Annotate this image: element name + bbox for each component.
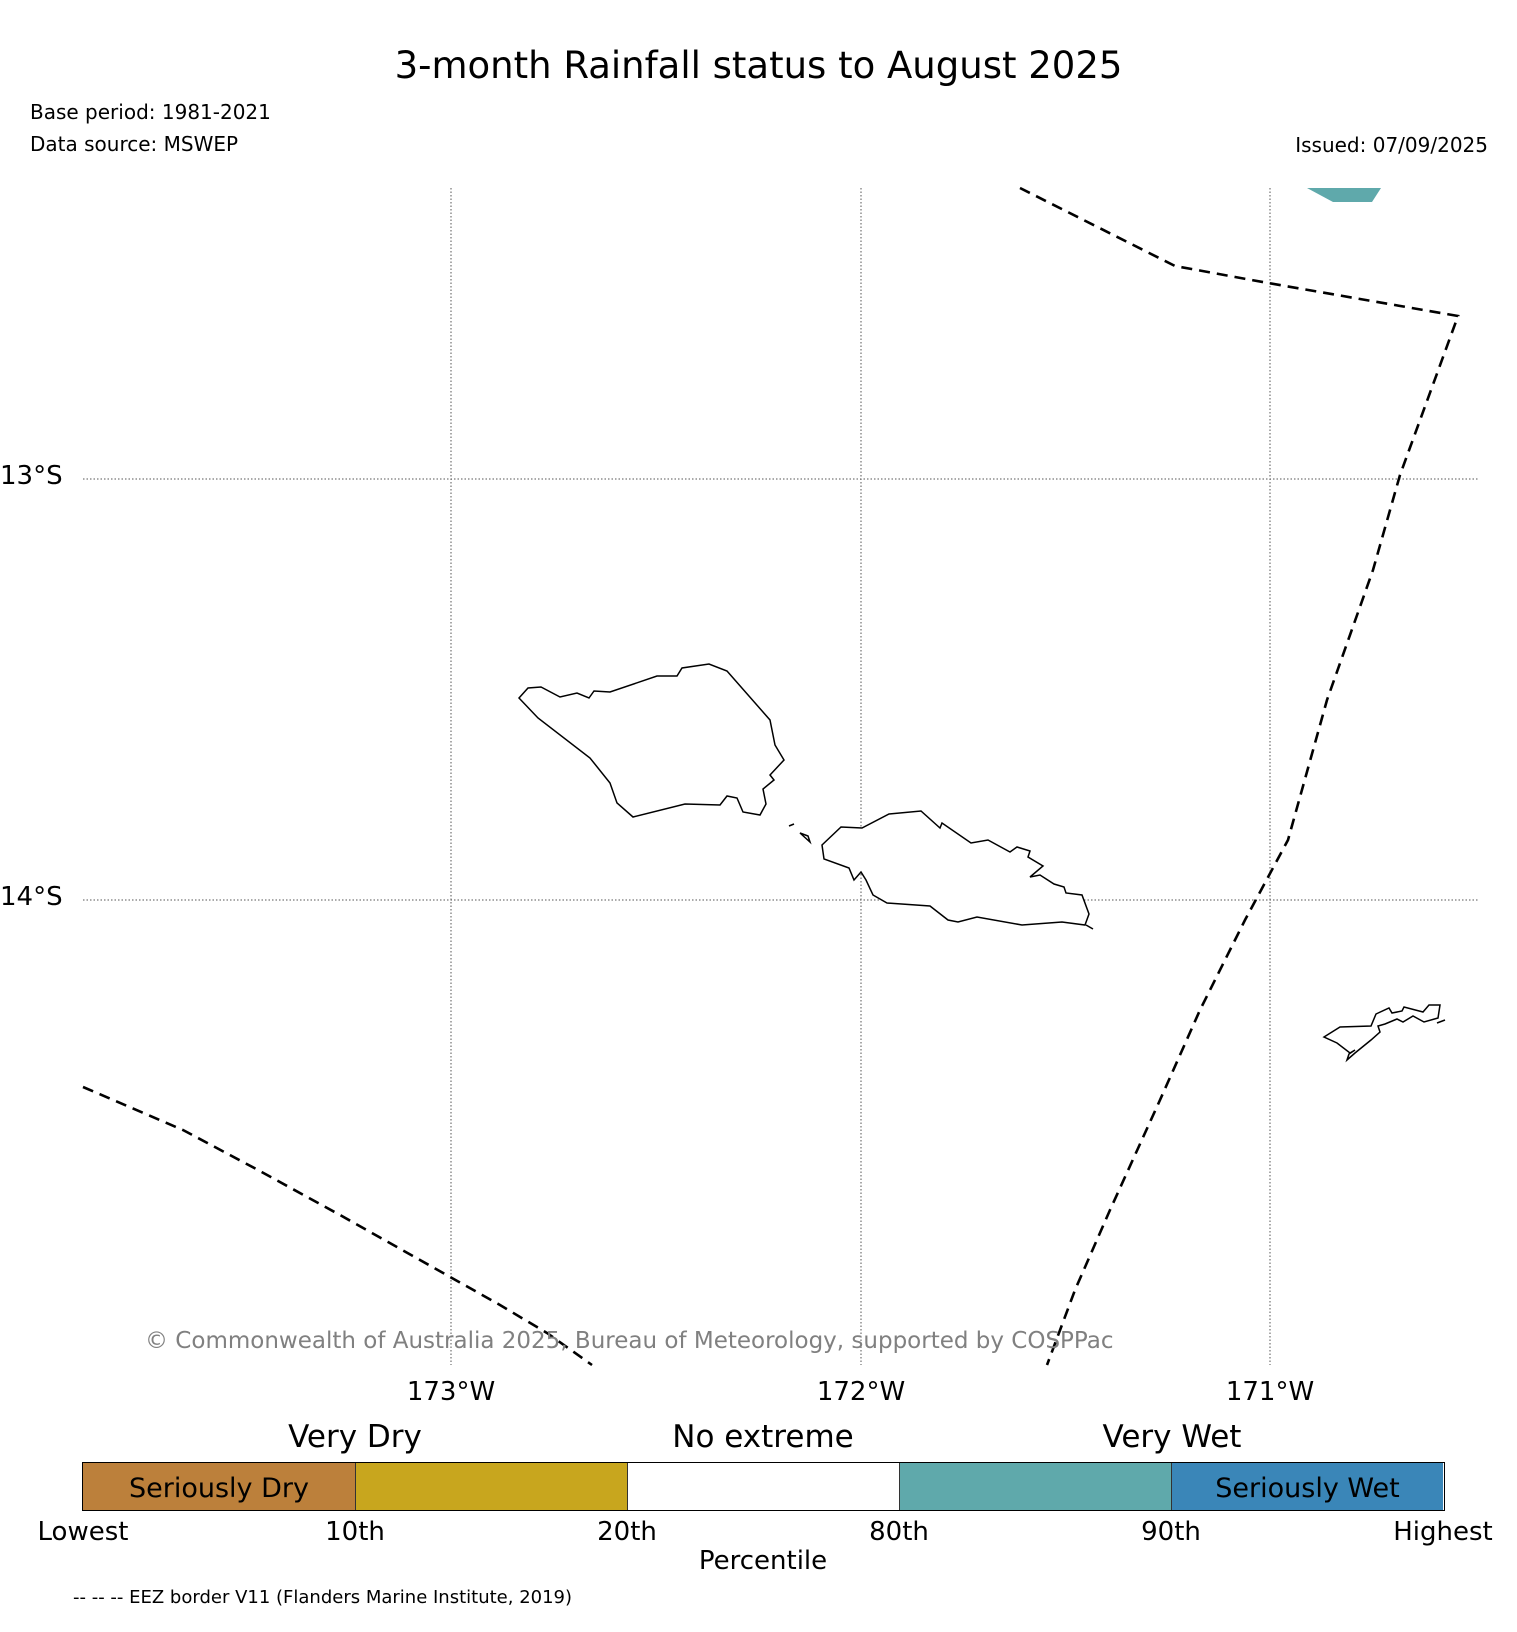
- legend-category-no-extreme: No extreme: [672, 1419, 854, 1455]
- eez-border-north: [1019, 186, 1460, 1366]
- lat-label-13s: 13°S: [0, 461, 63, 491]
- eez-border-southwest: [82, 1085, 593, 1367]
- island-upolu: [821, 810, 1090, 926]
- legend-bin-seriously-wet: Seriously Wet: [1172, 1463, 1443, 1510]
- map-title: 3-month Rainfall status to August 2025: [394, 44, 1123, 87]
- legend-colorbar: Seriously Dry Seriously Wet: [82, 1462, 1445, 1511]
- lon-label-172w: 172°W: [816, 1377, 906, 1407]
- legend-bin-no-extreme: [628, 1463, 900, 1510]
- legend-axis-label: Percentile: [698, 1546, 828, 1576]
- island-tutuila: [1322, 1004, 1441, 1063]
- legend-tick-90th: 90th: [1141, 1517, 1201, 1547]
- legend-tick-lowest: Lowest: [37, 1517, 129, 1547]
- island-apolima: [799, 832, 812, 845]
- legend-tick-20th: 20th: [597, 1517, 657, 1547]
- legend-bin-seriously-dry: Seriously Dry: [83, 1463, 356, 1510]
- base-period: Base period: 1981-2021: [30, 100, 271, 124]
- legend-bin-label: Seriously Wet: [1215, 1473, 1400, 1504]
- issued-date: Issued: 07/09/2025: [1295, 133, 1488, 157]
- eez-footnote: -- -- -- EEZ border V11 (Flanders Marine…: [73, 1587, 573, 1608]
- copyright-notice: © Commonwealth of Australia 2025, Bureau…: [145, 1328, 1114, 1354]
- eez-border: [82, 186, 1460, 1367]
- legend-tick-10th: 10th: [325, 1517, 385, 1547]
- islands: [517, 663, 1441, 1063]
- legend-tick-highest: Highest: [1393, 1517, 1493, 1547]
- map-gridlines: [83, 188, 1478, 1365]
- legend-category-very-dry: Very Dry: [288, 1419, 422, 1455]
- legend-bin-very-dry: [356, 1463, 628, 1510]
- data-source: Data source: MSWEP: [30, 132, 239, 156]
- island-small-ticks: [788, 823, 1446, 1024]
- lon-label-171w: 171°W: [1225, 1377, 1315, 1407]
- legend-category-very-wet: Very Wet: [1102, 1419, 1242, 1455]
- legend-tick-80th: 80th: [869, 1517, 929, 1547]
- lat-label-14s: 14°S: [0, 882, 63, 912]
- legend-bin-label: Seriously Dry: [129, 1473, 309, 1504]
- legend-bin-very-wet: [900, 1463, 1172, 1510]
- lon-label-173w: 173°W: [406, 1377, 496, 1407]
- island-savaii: [517, 663, 785, 818]
- very-wet-patch: [1307, 188, 1381, 202]
